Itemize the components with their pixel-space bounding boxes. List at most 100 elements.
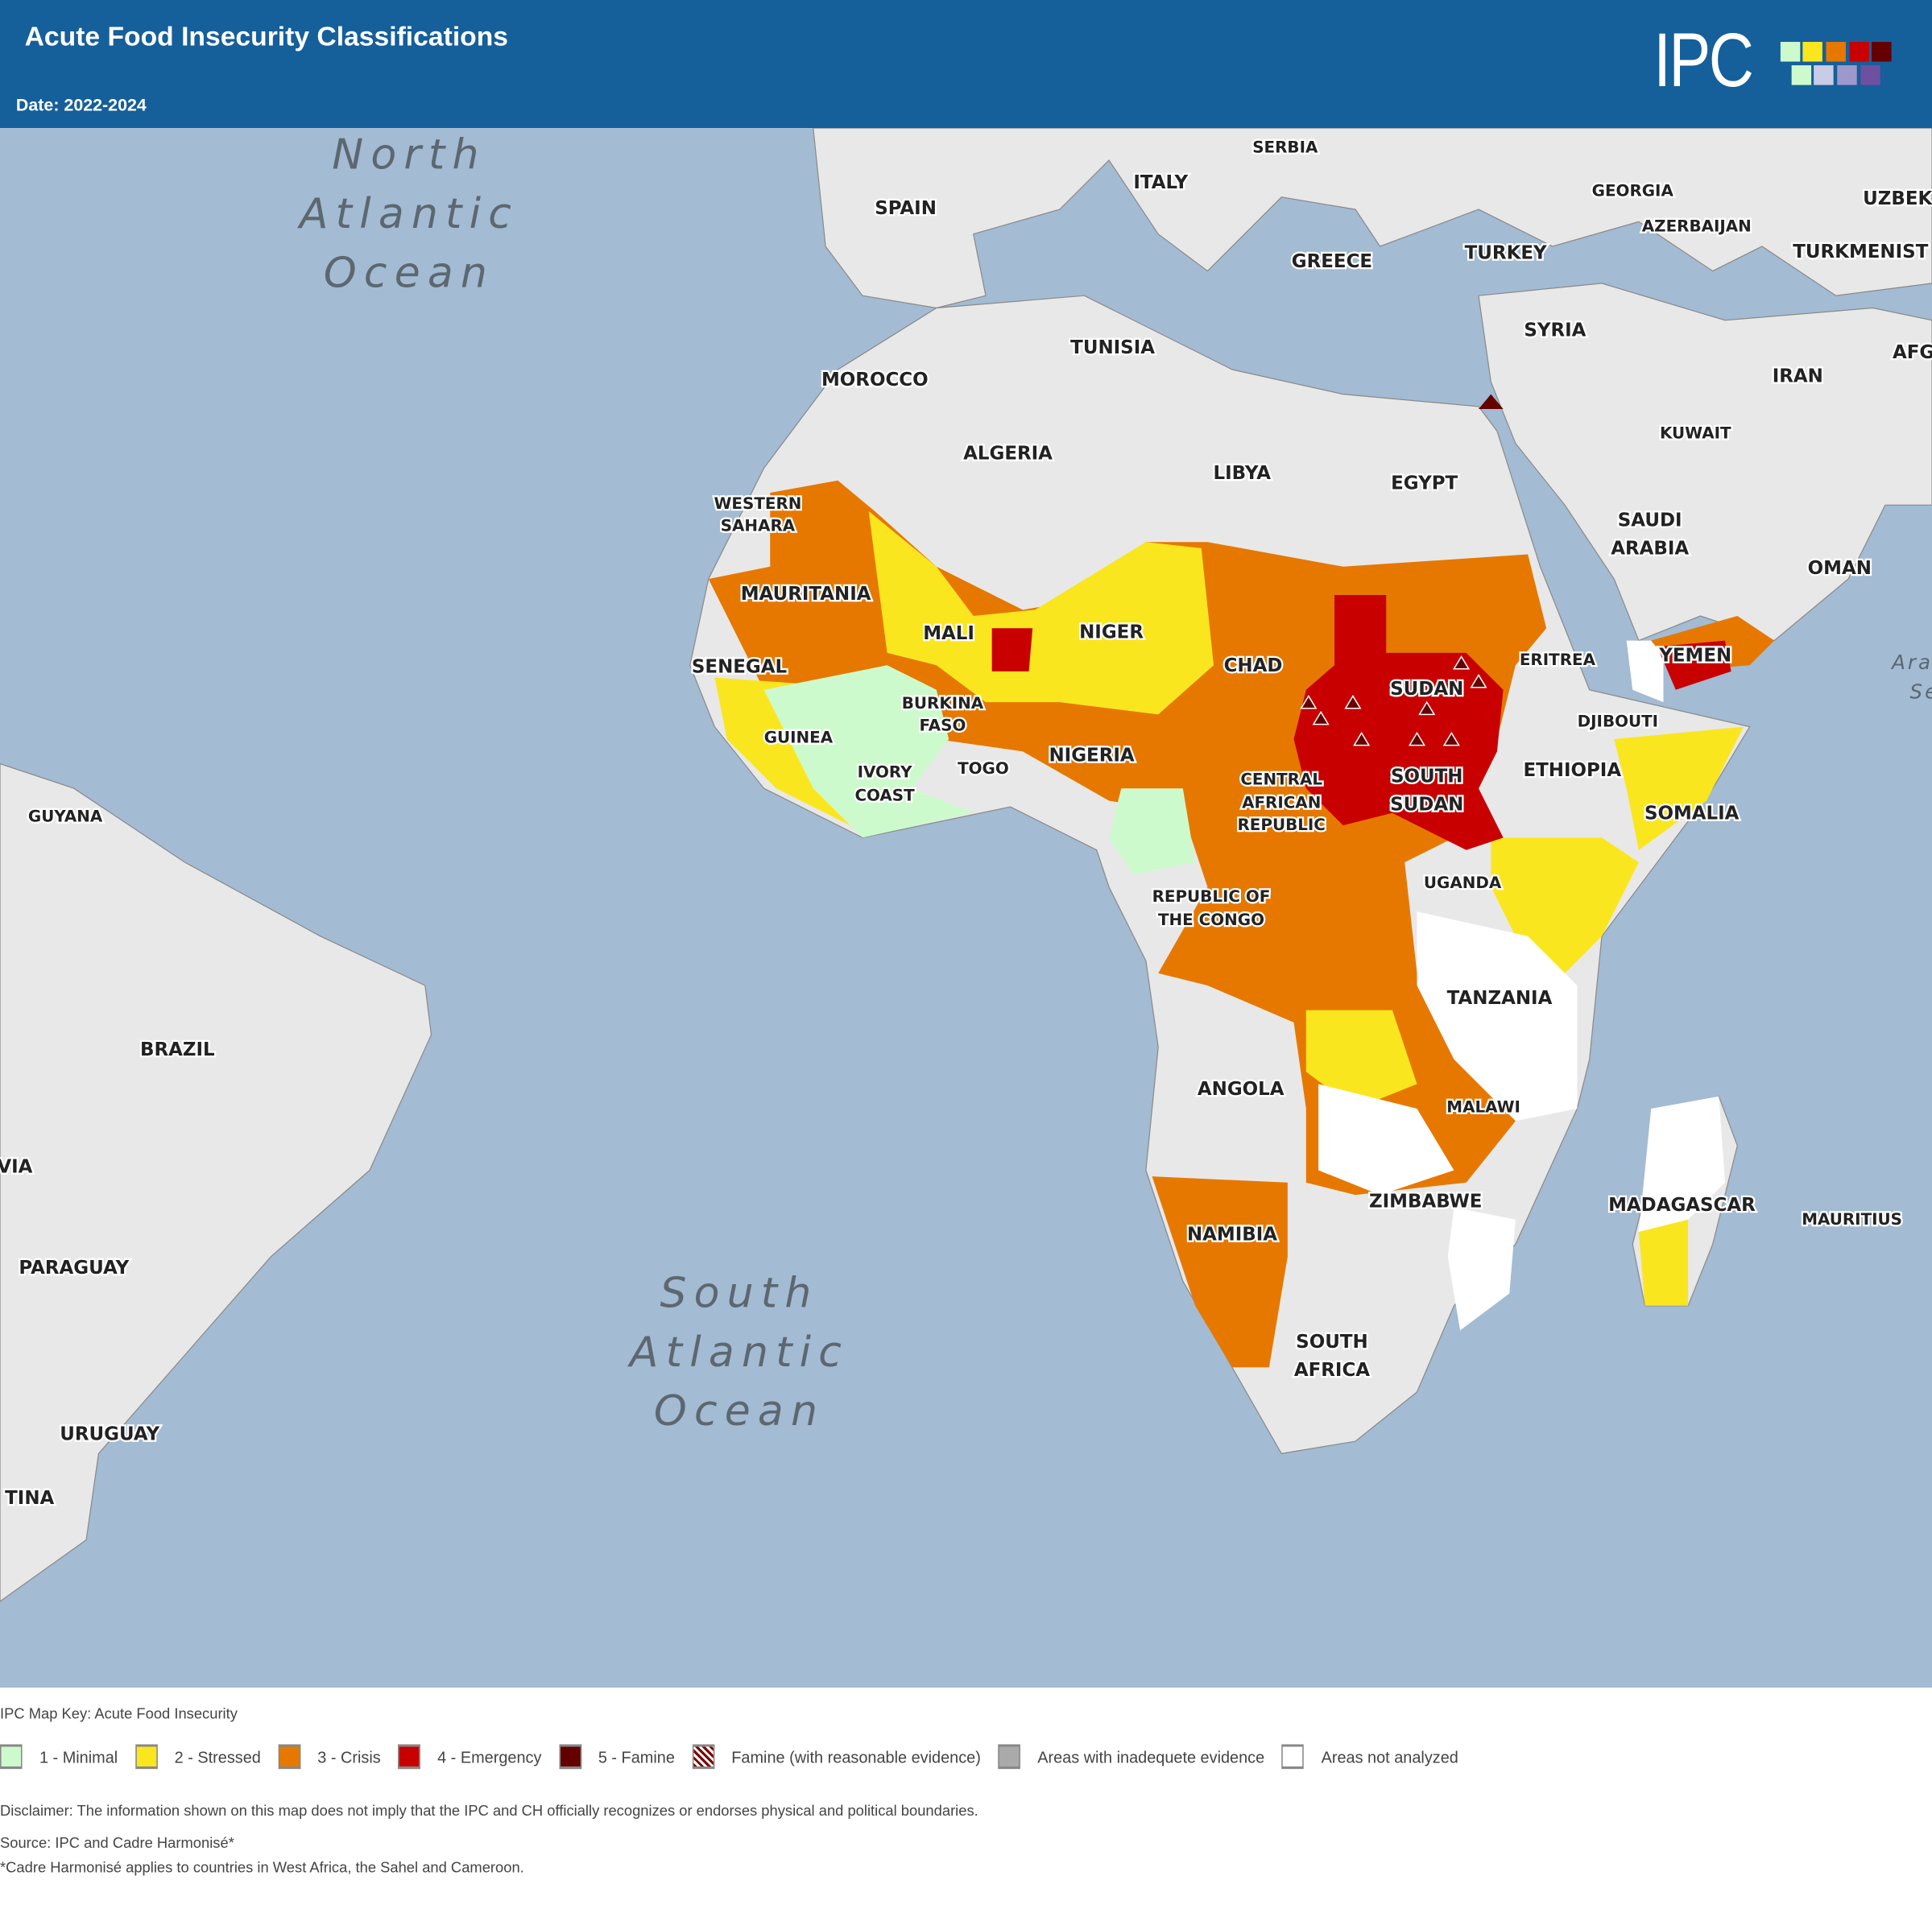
legend-swatch: [0, 1744, 23, 1770]
south-america-land: [0, 762, 432, 1602]
legend-swatch: [278, 1744, 300, 1770]
country-label: TURKMENIST: [1793, 242, 1928, 262]
phase2-area: [1305, 1010, 1417, 1109]
country-label: SUDAN: [1390, 679, 1463, 700]
country-label: AZERBAIJAN: [1642, 217, 1752, 236]
country-label: SERBIA: [1252, 138, 1318, 157]
country-label: TURKEY: [1465, 242, 1547, 263]
legend-label: 4 - Emergency: [437, 1747, 542, 1766]
country-label: TINA: [5, 1488, 54, 1509]
legend-label: 3 - Crisis: [317, 1747, 381, 1766]
ocean-label: Ocean: [654, 1387, 825, 1436]
country-label: CENTRAL: [1240, 771, 1322, 789]
logo-square: [1780, 42, 1801, 62]
date-label: Date: 2022-2024: [15, 94, 147, 115]
country-label: COAST: [854, 787, 915, 805]
legend-item-stressed: 2 - Stressed: [134, 1744, 261, 1770]
logo-square: [1860, 65, 1880, 85]
country-label: MOROCCO: [821, 370, 929, 390]
ocean-label: Atlantic: [297, 190, 519, 238]
country-label: NIGERIA: [1049, 746, 1134, 766]
country-label: BURKINA: [902, 694, 984, 713]
map[interactable]: North Atlantic Ocean South Atlantic Ocea…: [0, 128, 1932, 1688]
country-label: SPAIN: [875, 198, 937, 219]
country-label: EGYPT: [1391, 473, 1458, 494]
logo-square: [1802, 42, 1822, 62]
ocean-label: Ara: [1890, 651, 1932, 674]
country-label: ITALY: [1133, 172, 1188, 193]
country-label: URUGUAY: [60, 1424, 159, 1445]
legend: 1 - Minimal 2 - Stressed 3 - Crisis 4 - …: [0, 1744, 1475, 1770]
country-label: REPUBLIC OF: [1152, 887, 1271, 906]
logo-square: [1814, 65, 1834, 85]
phase5-marker: [1479, 394, 1504, 409]
country-label: GEORGIA: [1592, 181, 1674, 200]
country-label: ETHIOPIA: [1523, 760, 1621, 781]
country-label: MALAWI: [1446, 1098, 1520, 1117]
country-label: BRAZIL: [140, 1039, 215, 1060]
country-label: LIBYA: [1213, 463, 1271, 484]
footnote: *Cadre Harmonisé applies to countries in…: [0, 1858, 524, 1877]
country-label: VIA: [0, 1157, 33, 1178]
legend-item-not-analyzed: Areas not analyzed: [1281, 1744, 1458, 1770]
logo-square: [1826, 42, 1846, 62]
ocean-label: South: [660, 1269, 818, 1317]
legend-item-famine-reasonable-evidence: Famine (with reasonable evidence): [692, 1744, 981, 1770]
country-label: MAURITANIA: [741, 584, 871, 605]
country-label: ZIMBABWE: [1369, 1191, 1482, 1212]
not-analyzed-area: [1638, 1096, 1725, 1232]
legend-swatch: [398, 1744, 420, 1770]
legend-label: 2 - Stressed: [174, 1747, 261, 1766]
country-label: AFG: [1893, 342, 1932, 363]
country-label: GUINEA: [764, 729, 834, 747]
phase2-area: [868, 510, 1214, 715]
legend-label: Areas not analyzed: [1321, 1747, 1458, 1766]
country-label: MADAGASCAR: [1608, 1195, 1756, 1216]
country-label: WESTERN: [714, 494, 802, 513]
legend-swatch: [692, 1744, 714, 1770]
legend-label: 1 - Minimal: [39, 1747, 118, 1766]
legend-item-inadequate-evidence: Areas with inadequete evidence: [998, 1744, 1265, 1770]
legend-swatch: [558, 1744, 581, 1770]
country-label: SOMALIA: [1644, 803, 1740, 824]
legend-item-famine: 5 - Famine: [558, 1744, 675, 1770]
page-title: Acute Food Insecurity Classifications: [24, 21, 509, 52]
country-label: UZBEK: [1863, 188, 1932, 209]
legend-label: Areas with inadequete evidence: [1037, 1747, 1265, 1766]
not-analyzed-area: [1626, 640, 1664, 703]
country-label: THE CONGO: [1158, 911, 1264, 929]
phase1-area: [763, 665, 974, 838]
legend-label: 5 - Famine: [598, 1747, 675, 1766]
arabia-land: [1478, 283, 1932, 642]
country-label: CHAD: [1224, 655, 1283, 676]
legend-title: IPC Map Key: Acute Food Insecurity: [0, 1704, 238, 1722]
country-label: SENEGAL: [692, 656, 787, 677]
country-label: DJIBOUTI: [1578, 713, 1658, 731]
phase2-area: [1638, 1219, 1689, 1306]
country-label: GUYANA: [28, 808, 103, 826]
ocean-label: North: [332, 131, 486, 180]
logo-square: [1837, 65, 1857, 85]
europe-land: [813, 128, 1932, 309]
not-analyzed-area: [1417, 911, 1578, 1122]
country-labels: SPAIN ITALY SERBIA GREECE TURKEY GEORGIA…: [0, 136, 1932, 1510]
country-label: IRAN: [1773, 366, 1823, 386]
country-label: ERITREA: [1520, 651, 1596, 669]
famine-markers: [1300, 655, 1487, 746]
disclaimer: Disclaimer: The information shown on thi…: [0, 1802, 978, 1820]
country-label: SUDAN: [1390, 795, 1463, 816]
country-label: GREECE: [1292, 251, 1372, 272]
country-label: KUWAIT: [1660, 424, 1731, 443]
legend-item-crisis: 3 - Crisis: [278, 1744, 381, 1770]
legend-label: Famine (with reasonable evidence): [731, 1747, 981, 1766]
legend-swatch: [134, 1744, 158, 1770]
legend-item-emergency: 4 - Emergency: [398, 1744, 542, 1770]
country-label: ARABIA: [1611, 539, 1689, 560]
country-label: SOUTH: [1391, 766, 1462, 787]
country-label: PARAGUAY: [19, 1258, 129, 1279]
phase2-area: [1614, 726, 1744, 850]
logo-text: IPC: [1653, 18, 1754, 104]
phase3-area: [1152, 1176, 1288, 1368]
country-label: TANZANIA: [1447, 988, 1553, 1009]
phase1-area: [1109, 788, 1196, 875]
